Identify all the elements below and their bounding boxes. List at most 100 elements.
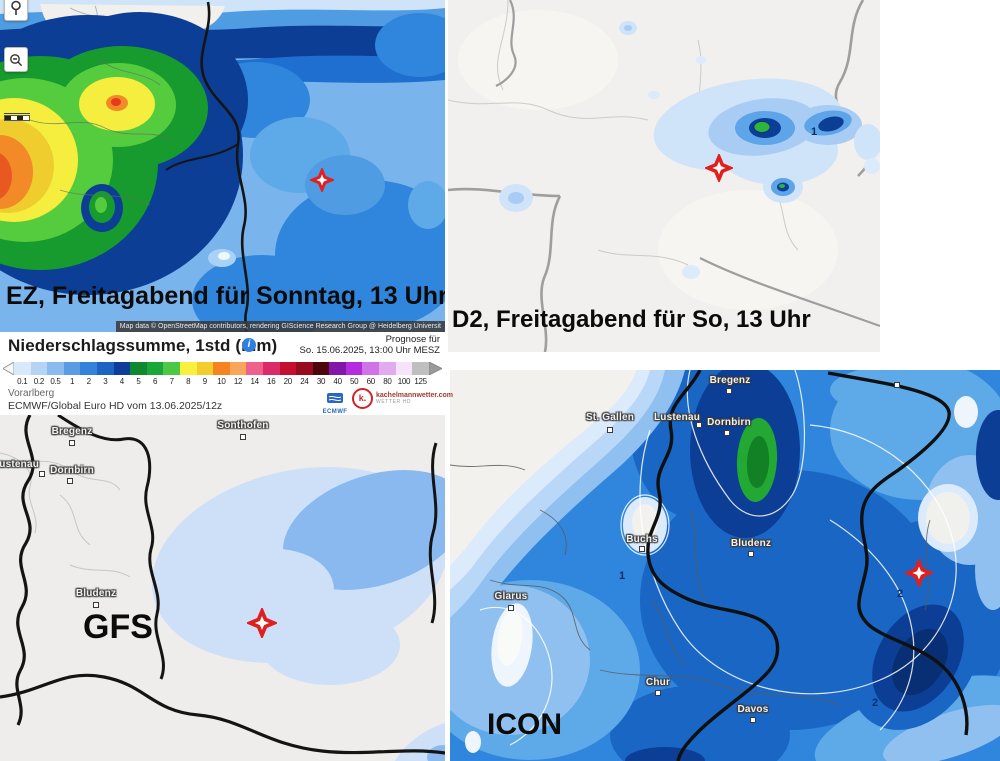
- town-marker: [39, 471, 45, 477]
- town-label: Dornbirn: [50, 465, 94, 476]
- town-label: Davos: [737, 704, 769, 715]
- scale-segment: 0.1: [14, 362, 31, 386]
- ecmwf-label: ECMWF: [322, 409, 348, 415]
- ez-map-panel[interactable]: EZ, Freitagabend für Sonntag, 13 Uhr Map…: [0, 0, 445, 332]
- gfs-precipitation-map[interactable]: [0, 415, 445, 761]
- scale-left-arrow: [3, 362, 14, 375]
- town-marker: [726, 388, 732, 394]
- kachelmann-sub: WETTER HD: [376, 398, 412, 405]
- ez-title: EZ, Freitagabend für Sonntag, 13 Uhr: [6, 282, 445, 310]
- location-star-ez: [308, 166, 336, 197]
- town-label: Buchs: [626, 534, 658, 545]
- d2-precipitation-map[interactable]: [448, 0, 880, 352]
- d2-title: D2, Freitagabend für So, 13 Uhr: [452, 306, 811, 333]
- magnifier-minus-icon: [10, 53, 23, 66]
- scale-segment: 16: [262, 362, 280, 386]
- contour-label: 2: [896, 588, 904, 600]
- contour-label: 1: [810, 126, 818, 138]
- location-pin-icon: [11, 0, 21, 15]
- color-scale: 0.1 0.2 0.5 1 2 3 4 5 6 7 8 9 10 12 14 1…: [3, 361, 442, 387]
- town-marker: [655, 690, 661, 696]
- locate-button[interactable]: [4, 0, 28, 21]
- town-marker: [508, 605, 514, 611]
- legend-panel: Niederschlagssumme, 1std (mm) i Prognose…: [0, 332, 453, 415]
- scale-segment: 2: [80, 362, 97, 386]
- scale-segment: 10: [213, 362, 230, 386]
- town-label: Bludenz: [75, 588, 117, 599]
- scale-segment: 8: [179, 362, 197, 386]
- scale-segment: 60: [362, 362, 380, 386]
- town-marker: [894, 382, 900, 388]
- model-run-label: ECMWF/Global Euro HD vom 13.06.2025/12z: [8, 400, 223, 412]
- region-label: Vorarlberg: [8, 388, 55, 399]
- scale-segment: 0.2: [30, 362, 48, 386]
- town-label: St. Gallen: [585, 412, 635, 423]
- scale-segment: 40: [329, 362, 346, 386]
- town-marker: [69, 440, 75, 446]
- forecast-line2: So. 15.06.2025, 13:00 Uhr MESZ: [299, 345, 440, 356]
- ecmwf-icon: [327, 393, 343, 403]
- info-icon[interactable]: i: [242, 338, 256, 352]
- scale-segment: 20: [279, 362, 297, 386]
- map-controls: [4, 0, 30, 121]
- town-label: Glarus: [494, 591, 528, 602]
- town-label: Sonthofen: [217, 420, 269, 431]
- scale-segment: 100: [395, 362, 413, 386]
- town-marker: [748, 551, 754, 557]
- location-star-gfs: [245, 606, 279, 643]
- town-marker: [750, 717, 756, 723]
- scale-segment: 5: [130, 362, 147, 386]
- town-marker: [607, 427, 613, 433]
- town-marker: [67, 478, 73, 484]
- scale-segment: 50: [345, 362, 363, 386]
- icon-title: ICON: [487, 708, 562, 741]
- town-label: Lustenau: [653, 412, 701, 423]
- town-label: Bregenz: [709, 375, 751, 386]
- contour-label: 2: [871, 697, 879, 709]
- gfs-title: GFS: [83, 608, 153, 646]
- kachelmann-name: kachelmannwetter.com: [376, 391, 454, 399]
- kachelmann-badge: k.: [352, 388, 373, 409]
- scale-segment: 80: [379, 362, 396, 386]
- scale-segment: 125: [412, 362, 429, 386]
- map-attribution: Map data © OpenStreetMap contributors, r…: [115, 321, 445, 332]
- town-label: Dornbirn: [707, 417, 751, 428]
- forecast-line1: Prognose für: [385, 334, 440, 345]
- scale-right-arrow: [429, 362, 442, 375]
- scale-segment: 4: [113, 362, 131, 386]
- legend-title: Niederschlagssumme, 1std (mm): [8, 336, 278, 355]
- map-scale: [4, 108, 30, 121]
- town-marker: [696, 422, 702, 428]
- gfs-map-panel[interactable]: Bregenz Sonthofen Lustenau Dornbirn Blud…: [0, 415, 445, 761]
- ecmwf-logo: ECMWF: [320, 390, 350, 415]
- contour-label: 1: [618, 570, 626, 582]
- d2-map-panel[interactable]: 1 D2, Freitagabend für So, 13 Uhr: [448, 0, 880, 352]
- town-marker: [240, 434, 246, 440]
- zoom-out-button[interactable]: [4, 47, 28, 72]
- forecast-time: Prognose für So. 15.06.2025, 13:00 Uhr M…: [300, 334, 440, 356]
- town-label: Chur: [645, 677, 671, 688]
- location-star-icon: [903, 557, 935, 592]
- kachelmann-logo: k. kachelmannwetter.com WETTER HD: [352, 388, 453, 409]
- town-label: Bludenz: [730, 538, 772, 549]
- town-marker: [724, 430, 730, 436]
- scale-segment: 12: [229, 362, 247, 386]
- town-marker: [639, 546, 645, 552]
- scale-segment: 9: [196, 362, 214, 386]
- scale-segment: 14: [246, 362, 263, 386]
- scale-segment: 30: [312, 362, 330, 386]
- scale-cells: 0.1 0.2 0.5 1 2 3 4 5 6 7 8 9 10 12 14 1…: [14, 362, 429, 386]
- town-label: Lustenau: [0, 459, 40, 470]
- icon-map-panel[interactable]: Bregenz St. Gallen Lustenau Dornbirn Buc…: [450, 370, 1000, 761]
- scale-segment: 24: [296, 362, 313, 386]
- scale-segment: 7: [163, 362, 180, 386]
- town-marker: [93, 602, 99, 608]
- scale-segment: 1: [63, 362, 81, 386]
- scale-segment: 3: [96, 362, 114, 386]
- ez-precipitation-map[interactable]: [0, 0, 445, 332]
- town-label: Bregenz: [51, 426, 93, 437]
- scale-segment: 0.5: [47, 362, 64, 386]
- location-star-d2: [703, 152, 735, 187]
- scale-segment: 6: [146, 362, 164, 386]
